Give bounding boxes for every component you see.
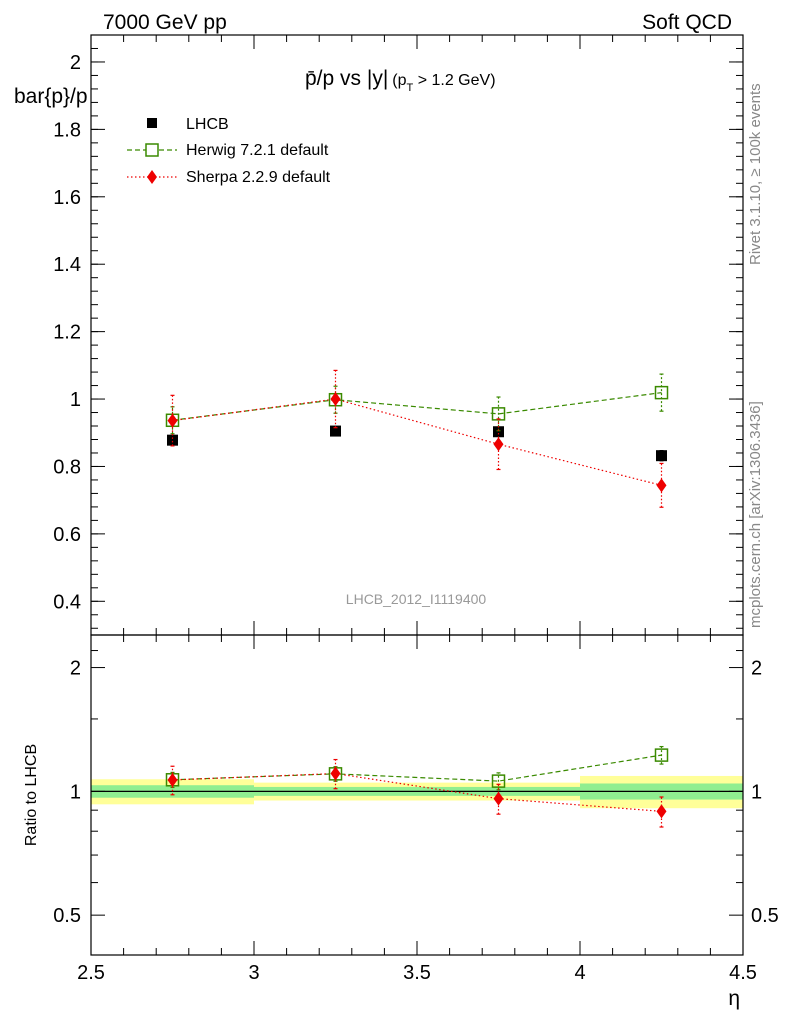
herwig-line: [172, 392, 662, 421]
lower-ylabel: Ratio to LHCB: [23, 744, 40, 846]
ratio-tick-label-right: 1: [751, 781, 762, 803]
upper-ylabel: bar{p}/p: [14, 85, 88, 108]
lhcb-point: [330, 425, 341, 437]
legend: LHCB Herwig 7.2.1 default Sherpa 2.2.9 d…: [127, 116, 331, 186]
x-tick-label: 3: [248, 962, 259, 984]
side-label-rivet: Rivet 3.1.10, ≥ 100k events: [747, 83, 764, 265]
lhcb-point: [493, 426, 504, 438]
lhcb-point: [167, 434, 178, 446]
ratio-tick-label-right: 0.5: [751, 905, 779, 927]
watermark: LHCB_2012_I1119400: [346, 591, 487, 607]
herwig-ratio-point: [491, 774, 506, 788]
legend-label-sherpa: Sherpa 2.2.9 default: [186, 169, 331, 186]
lower-ticks: 0.5 0.5 1 1 2 2 2.5 3 3.5 4 4.5: [53, 635, 779, 984]
sherpa-point: [330, 392, 341, 407]
title-sub: (p: [392, 72, 406, 89]
sherpa-point: [493, 437, 504, 452]
lhcb-point: [656, 450, 667, 462]
herwig-ratio-point: [654, 748, 669, 762]
y-tick-label: 0.6: [53, 524, 81, 546]
upper-panel: 0.4 0.6 0.8 1 1.2 1.4 1.6 1.8 2 bar{p}/p p̄/p vs…: [14, 34, 744, 636]
lower-panel: 0.5 0.5 1 1 2 2 2.5 3 3.5 4 4.5 Ratio to LHCB η: [23, 634, 779, 1010]
y-tick-label: 1.4: [53, 254, 81, 276]
upper-data: [165, 369, 669, 508]
lower-data: [165, 745, 669, 828]
header-right: Soft QCD: [642, 11, 732, 34]
y-tick-label: 1.8: [53, 119, 81, 141]
lower-bands: [91, 775, 743, 809]
sherpa-point: [167, 413, 178, 428]
upper-ticks: 0.4 0.6 0.8 1 1.2 1.4 1.6 1.8 2: [53, 34, 744, 635]
y-tick-label: 0.4: [53, 591, 81, 613]
y-tick-label: 2: [70, 52, 81, 74]
sherpa-ratio-point: [493, 791, 504, 806]
y-tick-label: 1.2: [53, 322, 81, 344]
ratio-tick-label-left: 2: [70, 658, 81, 680]
ratio-tick-label-left: 1: [70, 781, 81, 803]
legend-marker-sherpa: [147, 170, 157, 184]
upper-title: p̄/p vs |y| (pT > 1.2 GeV): [305, 67, 496, 94]
x-axis-label: η: [728, 987, 740, 1010]
title-main: p̄/p vs |y|: [305, 67, 388, 90]
herwig-ratio-line: [172, 754, 662, 782]
sherpa-ratio-point: [167, 772, 178, 787]
sherpa-ratio-point: [656, 804, 667, 819]
title-sub-index: T: [407, 82, 414, 94]
x-tick-label: 4: [574, 962, 585, 984]
legend-label-herwig: Herwig 7.2.1 default: [186, 142, 329, 159]
legend-label-lhcb: LHCB: [186, 116, 229, 133]
y-tick-label: 0.8: [53, 456, 81, 478]
x-tick-label: 2.5: [77, 962, 105, 984]
title-sub-tail: > 1.2 GeV): [413, 72, 495, 89]
ratio-tick-label-right: 2: [751, 658, 762, 680]
legend-marker-lhcb: [147, 118, 157, 128]
y-tick-label: 1.6: [53, 187, 81, 209]
herwig-point: [654, 385, 669, 400]
sherpa-line: [172, 398, 662, 486]
y-tick-label: 1: [70, 389, 81, 411]
x-tick-label: 3.5: [403, 962, 431, 984]
side-label-mcplots: mcplots.cern.ch [arXiv:1306.3436]: [747, 401, 764, 628]
ratio-tick-label-left: 0.5: [53, 905, 81, 927]
sherpa-point: [656, 478, 667, 493]
legend-marker-herwig: [145, 143, 159, 157]
x-tick-label: 4.5: [729, 962, 757, 984]
header-left: 7000 GeV pp: [103, 11, 227, 34]
sherpa-ratio-point: [330, 766, 341, 781]
